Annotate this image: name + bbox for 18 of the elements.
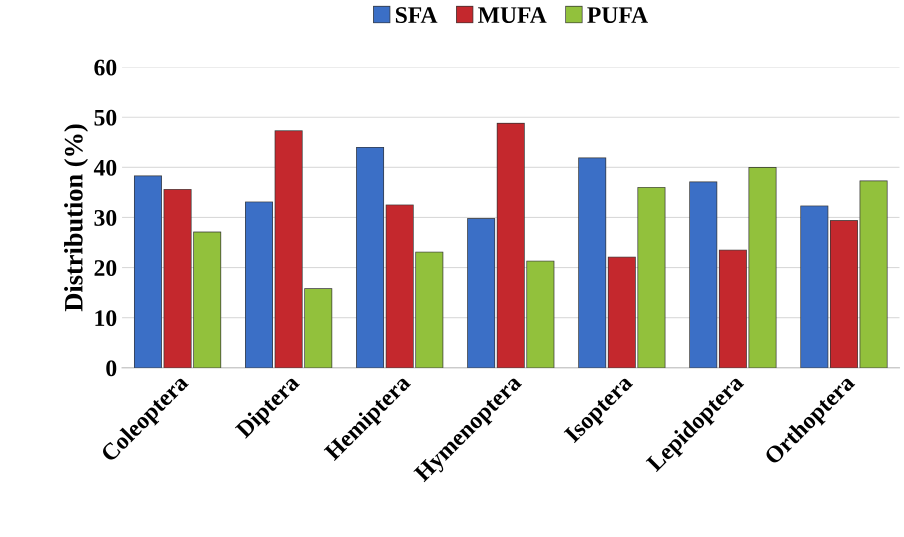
- legend-label: MUFA: [478, 7, 547, 24]
- y-tick-label: 40: [94, 160, 116, 176]
- y-tick-label: 50: [94, 110, 116, 126]
- bar: [578, 157, 606, 368]
- bar: [526, 260, 554, 368]
- y-tick-label: 0: [106, 360, 116, 376]
- y-tick-label: 20: [94, 260, 116, 276]
- y-axis-title: Distribution (%): [64, 124, 88, 312]
- y-tick-label: 60: [94, 60, 116, 76]
- bar: [467, 218, 496, 368]
- bar: [689, 182, 718, 368]
- y-tick-label: 10: [95, 310, 116, 326]
- y-tick-label: 30: [94, 210, 116, 226]
- bar: [304, 288, 332, 368]
- legend-label: PUFA: [587, 7, 648, 24]
- bar: [496, 122, 525, 368]
- legend-label: SFA: [396, 7, 438, 24]
- bar: [415, 252, 444, 368]
